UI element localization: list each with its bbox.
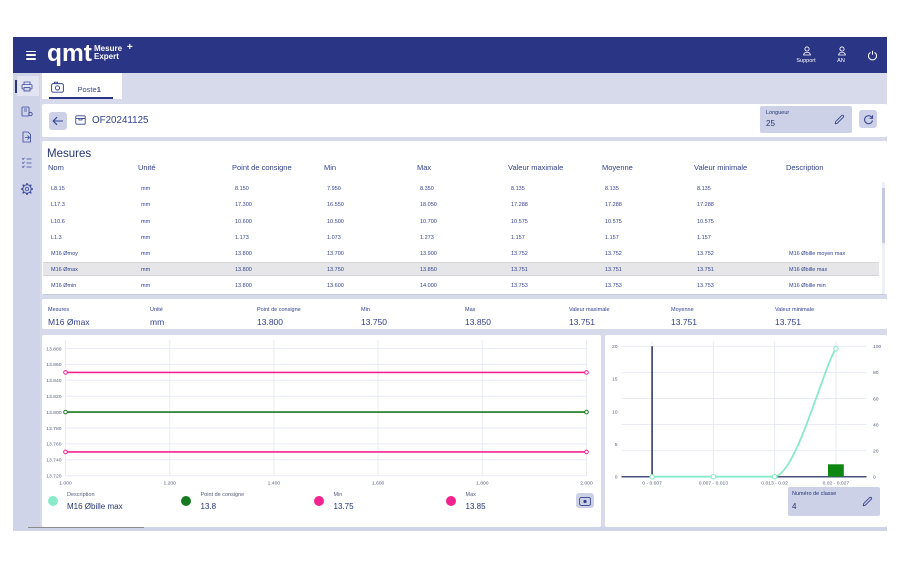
svg-text:13.840: 13.840 — [46, 378, 61, 384]
svg-text:1.800: 1.800 — [476, 480, 489, 486]
svg-text:1.600: 1.600 — [372, 480, 385, 486]
svg-text:0.02 - 0.027: 0.02 - 0.027 — [822, 480, 849, 486]
svg-text:0.013 - 0.02: 0.013 - 0.02 — [761, 480, 788, 486]
svg-text:0 - 0.007: 0 - 0.007 — [642, 480, 662, 486]
svg-text:15: 15 — [611, 376, 617, 382]
svg-text:80: 80 — [872, 370, 878, 376]
svg-text:1.400: 1.400 — [268, 480, 281, 486]
svg-text:60: 60 — [872, 396, 878, 402]
svg-text:13.820: 13.820 — [46, 394, 61, 400]
svg-text:20: 20 — [611, 344, 617, 350]
svg-text:13.760: 13.760 — [46, 441, 61, 447]
svg-text:1.200: 1.200 — [163, 480, 176, 486]
svg-text:13.720: 13.720 — [46, 473, 61, 479]
svg-text:13.860: 13.860 — [46, 362, 61, 368]
svg-text:13.780: 13.780 — [46, 425, 61, 431]
svg-text:0: 0 — [614, 474, 617, 480]
svg-text:20: 20 — [872, 448, 878, 454]
svg-text:0: 0 — [872, 474, 875, 480]
svg-text:13.740: 13.740 — [46, 457, 61, 463]
svg-text:100: 100 — [872, 344, 881, 350]
svg-text:1.000: 1.000 — [59, 480, 72, 486]
svg-text:10: 10 — [611, 409, 617, 415]
svg-text:2.000: 2.000 — [580, 480, 593, 486]
svg-text:40: 40 — [872, 422, 878, 428]
svg-text:13.800: 13.800 — [46, 410, 61, 416]
svg-text:5: 5 — [614, 442, 617, 448]
svg-text:13.880: 13.880 — [46, 346, 61, 352]
svg-text:0.007 - 0.013: 0.007 - 0.013 — [698, 480, 728, 486]
